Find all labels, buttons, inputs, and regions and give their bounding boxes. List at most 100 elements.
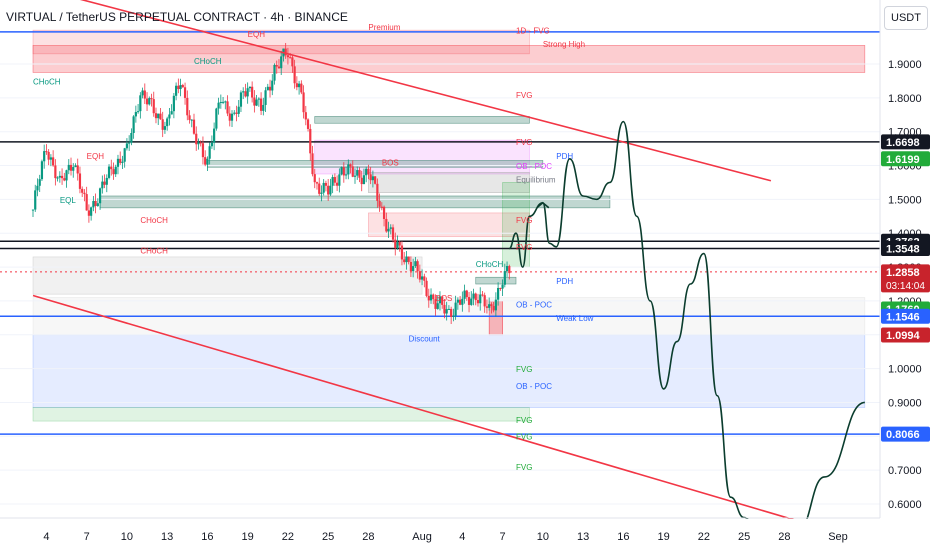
- candle-body: [380, 206, 383, 208]
- candle-body: [268, 86, 272, 91]
- candle-body: [186, 97, 189, 116]
- candle-body: [291, 57, 294, 67]
- zone-1: [32, 45, 866, 73]
- candle-body: [83, 192, 86, 195]
- candle-body: [170, 111, 173, 115]
- price-tag: [881, 264, 930, 293]
- candle-body: [295, 83, 298, 88]
- candle-body: [488, 304, 491, 308]
- x-tick-label: 13: [161, 531, 173, 543]
- candle-body: [327, 185, 330, 195]
- annotation-label: CHoCH: [33, 77, 61, 86]
- x-tick-label: 19: [242, 531, 254, 543]
- price-tag: [881, 327, 930, 343]
- candle-body: [405, 256, 408, 263]
- candle-body: [315, 182, 319, 184]
- candle-body: [450, 308, 453, 317]
- candle-body: [391, 227, 395, 240]
- candle-body: [476, 300, 480, 304]
- annotation-label: FVG: [516, 243, 532, 252]
- candle-body: [445, 309, 448, 314]
- candle-body: [69, 164, 73, 171]
- x-tick-label: 22: [282, 531, 294, 543]
- currency-selector[interactable]: USDT: [884, 6, 928, 30]
- candle-body: [114, 166, 117, 175]
- candle-body: [110, 166, 113, 170]
- candle-body: [204, 157, 207, 165]
- candle-body: [398, 242, 401, 246]
- zone-5: [368, 172, 530, 193]
- price-tag-label: 0.8066: [886, 429, 920, 441]
- annotation-label: OB - POC: [516, 162, 552, 171]
- x-tick-label: 10: [121, 531, 133, 543]
- x-tick-label: 19: [657, 531, 669, 543]
- candle-body: [297, 83, 301, 88]
- candle-body: [306, 119, 310, 129]
- candle-body: [54, 165, 57, 179]
- candle-body: [389, 227, 392, 229]
- candle-body: [262, 104, 265, 111]
- candle-body: [429, 294, 433, 301]
- candle-body: [248, 86, 252, 89]
- candle-body: [353, 175, 357, 177]
- zone-3: [314, 139, 530, 175]
- candle-body: [447, 308, 451, 310]
- candle-body: [371, 176, 374, 181]
- x-tick-label: 4: [43, 531, 49, 543]
- price-tag: [881, 151, 930, 167]
- candle-body: [342, 167, 345, 176]
- trendlines-layer: [32, 0, 839, 534]
- candle-body: [311, 153, 314, 175]
- candle-body: [63, 178, 66, 181]
- candle-body: [244, 91, 247, 97]
- candle-body: [423, 276, 426, 281]
- candle-body: [130, 132, 133, 143]
- candle-body: [195, 133, 198, 145]
- candle-body: [65, 170, 68, 181]
- candle-body: [309, 128, 312, 154]
- candle-body: [36, 185, 39, 191]
- candle-body: [199, 142, 202, 144]
- candle-body: [436, 303, 439, 309]
- candle-body: [369, 174, 372, 181]
- candle-body: [456, 299, 459, 303]
- candle-body: [378, 200, 381, 207]
- candle-body: [134, 111, 137, 117]
- candle-body: [161, 119, 164, 130]
- candle-body: [47, 151, 50, 160]
- candle-body: [31, 209, 35, 211]
- candle-body: [85, 194, 88, 211]
- candle-body: [365, 168, 368, 176]
- candle-body: [418, 271, 421, 280]
- candle-body: [143, 90, 146, 99]
- candle-body: [192, 119, 196, 134]
- candle-body: [483, 295, 486, 307]
- candle-body: [432, 294, 435, 300]
- candle-body: [492, 306, 495, 311]
- candle-body: [318, 183, 321, 194]
- candle-body: [481, 294, 484, 296]
- x-tick-label: 22: [698, 531, 710, 543]
- projection-arrow: [536, 201, 550, 209]
- price-tag-label: 1.1546: [886, 311, 920, 323]
- annotation-label: BOS: [382, 159, 399, 168]
- annotation-label: FVG: [516, 463, 532, 472]
- annotation-label: CHoCH: [194, 57, 222, 66]
- x-tick-label: Sep: [828, 531, 848, 543]
- price-tag-label: 1.6199: [886, 154, 920, 166]
- annotation-label: EQH: [248, 30, 266, 39]
- price-tag: [881, 426, 930, 442]
- candle-body: [351, 166, 354, 177]
- candle-body: [166, 118, 169, 127]
- candle-body: [92, 200, 95, 208]
- candle-body: [264, 90, 267, 105]
- candle-body: [485, 306, 489, 308]
- candle-body: [74, 165, 77, 168]
- candle-body: [72, 167, 75, 171]
- candle-body: [230, 113, 234, 121]
- candle-body: [324, 182, 328, 186]
- annotation-label: FVG: [516, 416, 532, 425]
- x-tick-label: 25: [322, 531, 334, 543]
- candle-body: [322, 182, 325, 193]
- candle-body: [396, 242, 399, 249]
